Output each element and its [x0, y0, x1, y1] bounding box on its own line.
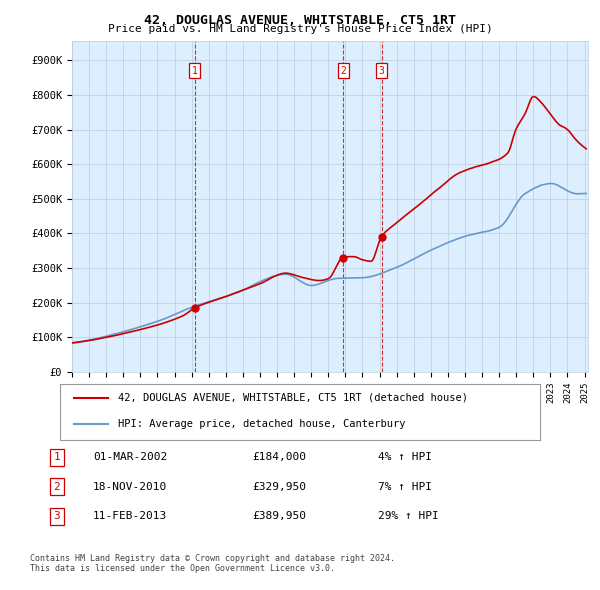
Text: £389,950: £389,950	[252, 512, 306, 521]
Text: Price paid vs. HM Land Registry's House Price Index (HPI): Price paid vs. HM Land Registry's House …	[107, 24, 493, 34]
Text: 01-MAR-2002: 01-MAR-2002	[93, 453, 167, 462]
Text: 29% ↑ HPI: 29% ↑ HPI	[378, 512, 439, 521]
Text: 1: 1	[53, 453, 61, 462]
Text: £329,950: £329,950	[252, 482, 306, 491]
Text: £184,000: £184,000	[252, 453, 306, 462]
Text: 3: 3	[379, 65, 385, 76]
Text: This data is licensed under the Open Government Licence v3.0.: This data is licensed under the Open Gov…	[30, 565, 335, 573]
Text: Contains HM Land Registry data © Crown copyright and database right 2024.: Contains HM Land Registry data © Crown c…	[30, 555, 395, 563]
Text: 11-FEB-2013: 11-FEB-2013	[93, 512, 167, 521]
Text: 2: 2	[340, 65, 346, 76]
Text: 3: 3	[53, 512, 61, 521]
Text: 18-NOV-2010: 18-NOV-2010	[93, 482, 167, 491]
Text: 1: 1	[191, 65, 197, 76]
Text: 7% ↑ HPI: 7% ↑ HPI	[378, 482, 432, 491]
Text: 42, DOUGLAS AVENUE, WHITSTABLE, CT5 1RT: 42, DOUGLAS AVENUE, WHITSTABLE, CT5 1RT	[144, 14, 456, 27]
Text: 4% ↑ HPI: 4% ↑ HPI	[378, 453, 432, 462]
Text: 42, DOUGLAS AVENUE, WHITSTABLE, CT5 1RT (detached house): 42, DOUGLAS AVENUE, WHITSTABLE, CT5 1RT …	[118, 392, 467, 402]
Text: HPI: Average price, detached house, Canterbury: HPI: Average price, detached house, Cant…	[118, 419, 405, 429]
Text: 2: 2	[53, 482, 61, 491]
